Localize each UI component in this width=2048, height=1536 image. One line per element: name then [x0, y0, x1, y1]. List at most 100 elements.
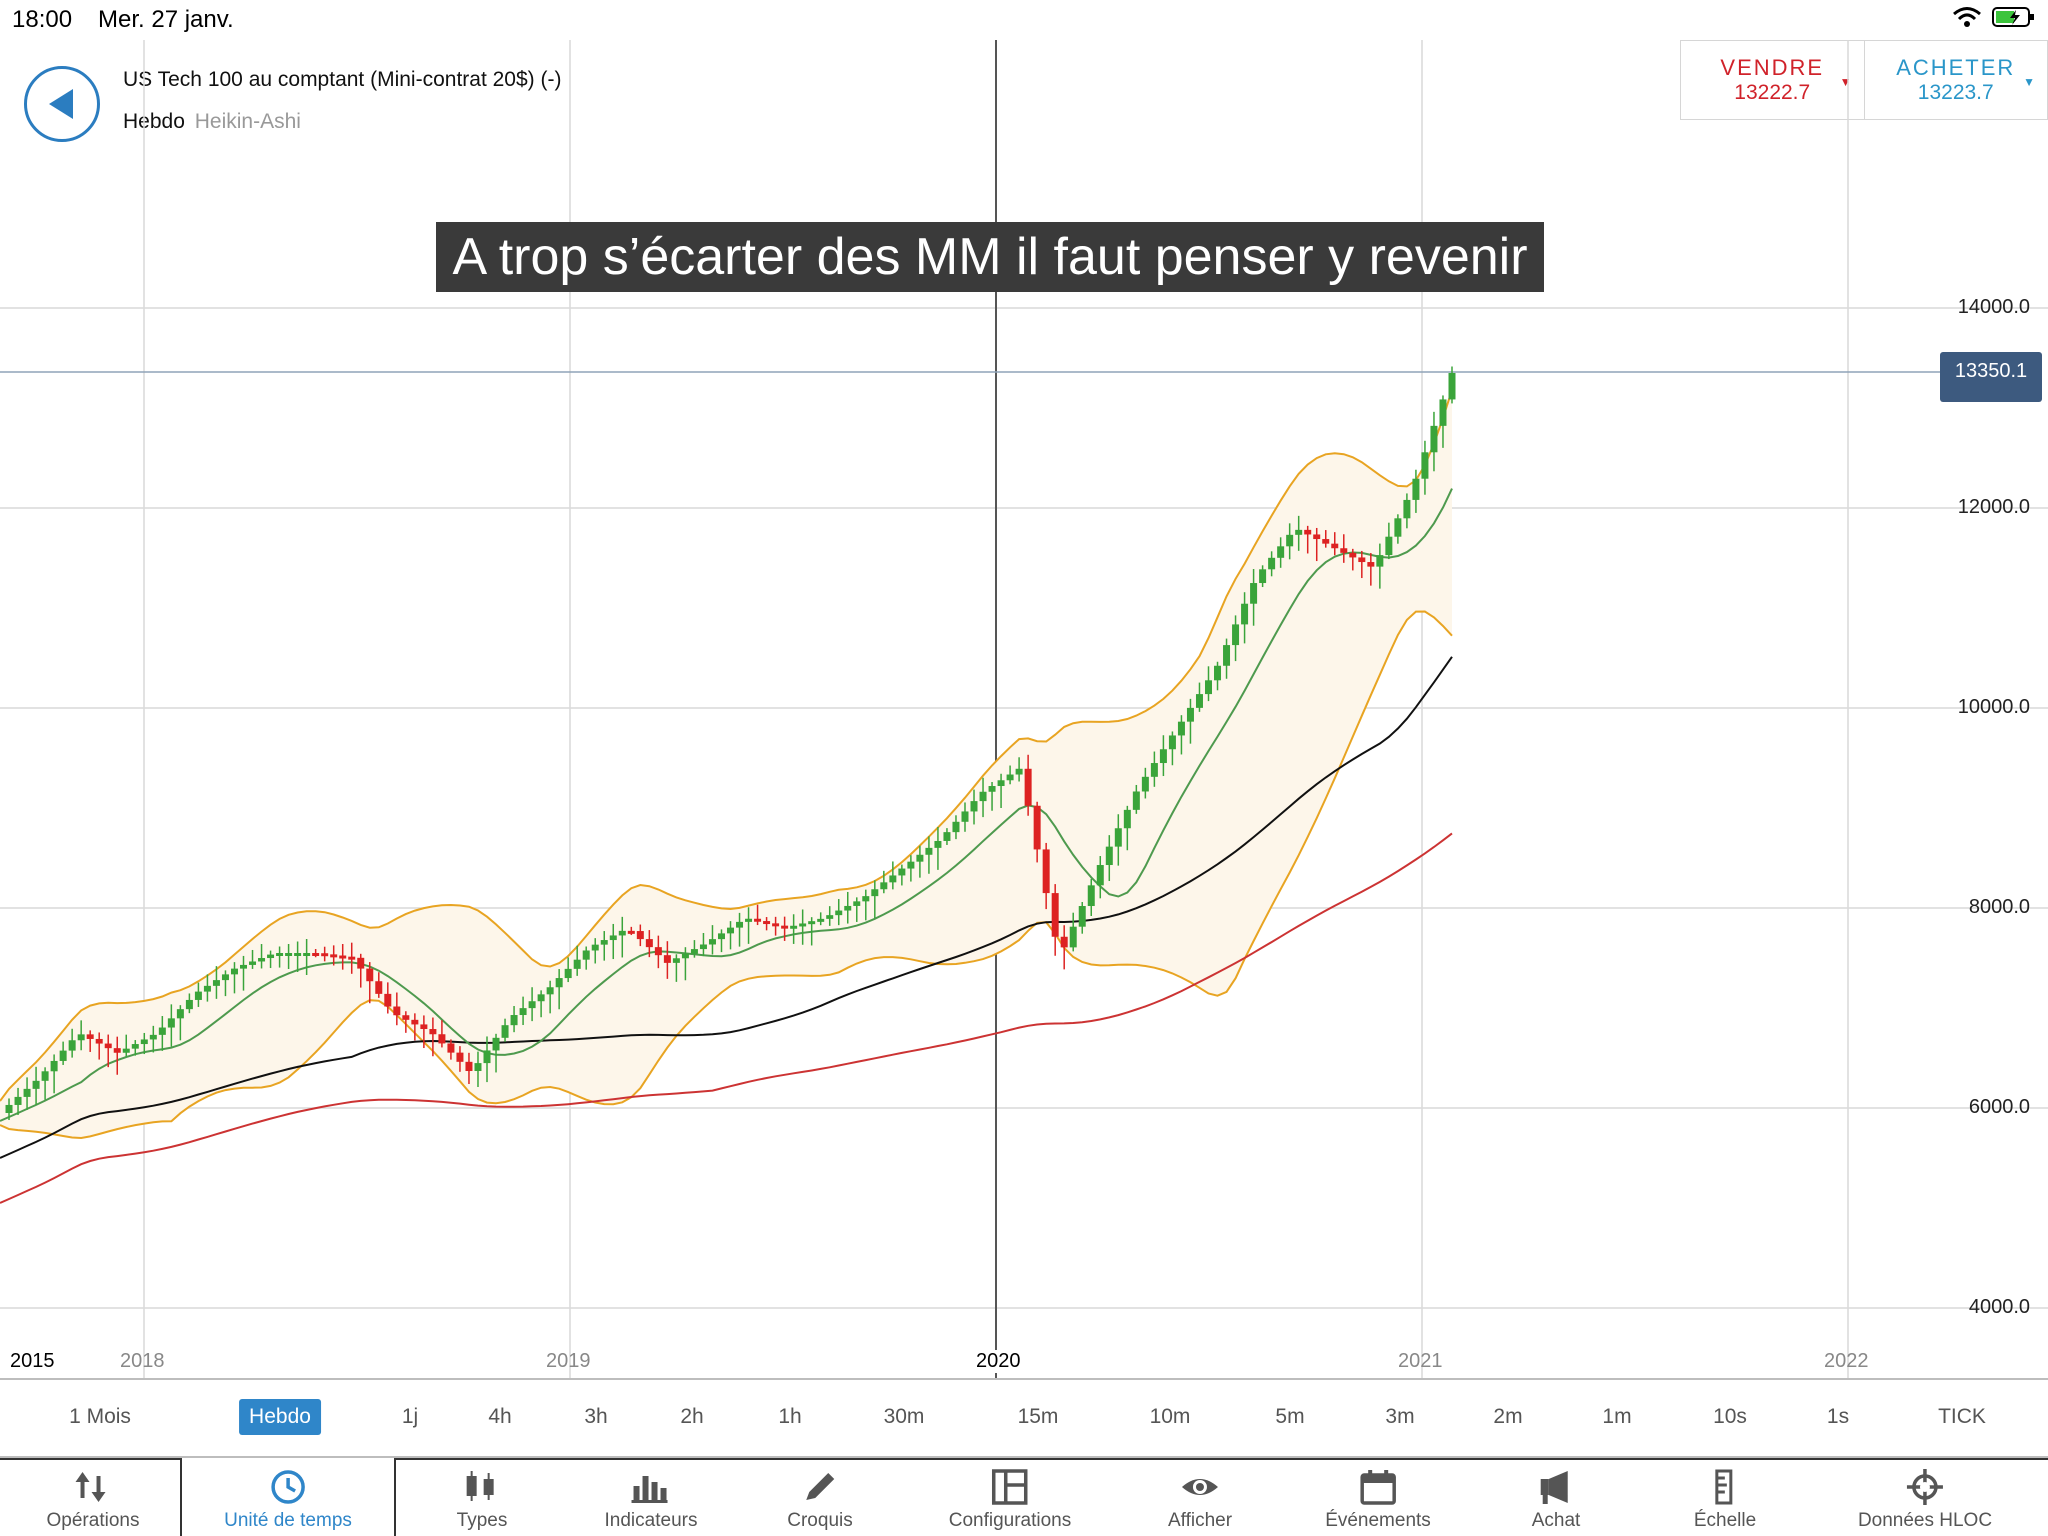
- toolbar-label: Croquis: [787, 1510, 853, 1531]
- candle-body: [1448, 373, 1456, 400]
- timeframe-14[interactable]: 10s: [1713, 1405, 1747, 1428]
- timeframe-15[interactable]: 1s: [1826, 1405, 1850, 1428]
- candle-body: [149, 1034, 157, 1040]
- candle-body: [420, 1024, 428, 1030]
- candle-body: [835, 910, 843, 916]
- price-chart[interactable]: [0, 0, 2048, 1378]
- timeframe-11[interactable]: 3m: [1385, 1405, 1415, 1428]
- candle-body: [916, 854, 924, 862]
- timeframe-4[interactable]: 3h: [584, 1405, 608, 1428]
- candle-body: [185, 999, 193, 1010]
- candle-body: [1313, 534, 1321, 540]
- timeframe-8[interactable]: 15m: [1017, 1405, 1059, 1428]
- toolbar-op-rations-button[interactable]: Opérations: [47, 1458, 139, 1536]
- toolbar-label: Achat: [1531, 1510, 1581, 1531]
- timeframe-2[interactable]: 1j: [401, 1405, 419, 1428]
- toolbar-unit-de-temps-button[interactable]: Unité de temps: [224, 1458, 352, 1536]
- candle-body: [1159, 749, 1167, 764]
- candle-body: [1214, 665, 1222, 681]
- candle-body: [817, 918, 825, 922]
- toolbar--chelle-button[interactable]: Échelle: [1694, 1458, 1756, 1536]
- toolbar-achat-button[interactable]: Achat: [1531, 1458, 1581, 1536]
- timeframe-9[interactable]: 10m: [1149, 1405, 1191, 1428]
- candle-body: [285, 953, 293, 956]
- candle-body: [456, 1052, 464, 1062]
- candle-body: [1078, 906, 1086, 927]
- sell-label: VENDRE: [1720, 55, 1825, 80]
- timeframe-3[interactable]: 4h: [488, 1405, 512, 1428]
- candle-body: [970, 801, 978, 812]
- timeframe-1[interactable]: Hebdo: [239, 1399, 321, 1435]
- status-time: 18:00: [12, 6, 73, 33]
- candle-body: [663, 955, 671, 963]
- candle-body: [1412, 478, 1420, 500]
- candle-body: [808, 921, 816, 925]
- candle-body: [1349, 552, 1357, 558]
- candle-body: [1168, 735, 1176, 750]
- wifi-icon: [1953, 7, 1981, 27]
- candle-body: [140, 1039, 148, 1045]
- candle-body: [1024, 768, 1032, 806]
- candle-body: [41, 1071, 49, 1081]
- timeframe-13[interactable]: 1m: [1602, 1405, 1632, 1428]
- candle-body: [717, 933, 725, 940]
- buy-button[interactable]: ACHETER 13223.7 ▼: [1863, 41, 2048, 119]
- candle-body: [1069, 926, 1077, 948]
- candle-body: [880, 882, 888, 890]
- layout-icon: [992, 1469, 1028, 1505]
- timeframe-7[interactable]: 30m: [883, 1405, 925, 1428]
- toolbar-configurations-button[interactable]: Configurations: [949, 1458, 1071, 1536]
- candle-body: [1177, 721, 1185, 736]
- bollinger-bands: [0, 389, 1453, 1140]
- back-arrow-icon: [49, 89, 73, 119]
- arrows-updown-icon: [75, 1472, 106, 1502]
- candle-body: [781, 925, 789, 929]
- megaphone-icon: [1541, 1471, 1568, 1504]
- timeframe-5[interactable]: 2h: [680, 1405, 704, 1428]
- toolbar-croquis-button[interactable]: Croquis: [787, 1458, 853, 1536]
- candle-body: [1015, 768, 1023, 775]
- toolbar--v-nements-button[interactable]: Événements: [1325, 1458, 1431, 1536]
- bollinger-lower-line: [0, 610, 1453, 1140]
- candle-body: [1268, 557, 1276, 570]
- toolbar-indicateurs-button[interactable]: Indicateurs: [605, 1458, 697, 1536]
- timeframe-0[interactable]: 1 Mois: [69, 1405, 131, 1428]
- candle-body: [582, 950, 590, 960]
- sell-button[interactable]: VENDRE 13222.7 ▼: [1681, 41, 1864, 119]
- toolbar-label: Afficher: [1167, 1510, 1233, 1531]
- candle-body: [826, 915, 834, 919]
- candle-body: [1087, 885, 1095, 907]
- candle-body: [1304, 529, 1312, 535]
- candle-body: [1105, 846, 1113, 866]
- x-tick-label: 2022: [1824, 1350, 1869, 1372]
- candle-body: [194, 991, 202, 1000]
- timeframe-12[interactable]: 2m: [1493, 1405, 1523, 1428]
- candle-body: [1295, 529, 1303, 535]
- toolbar-donn-es-hloc-button[interactable]: Données HLOC: [1858, 1458, 1992, 1536]
- candle-body: [1421, 452, 1429, 479]
- candle-body: [799, 923, 807, 927]
- candle-body: [474, 1063, 482, 1072]
- caret-down-icon: ▼: [1839, 75, 1852, 89]
- timeframe-6[interactable]: 1h: [778, 1405, 802, 1428]
- candle-body: [5, 1104, 13, 1113]
- timeframe-10[interactable]: 5m: [1275, 1405, 1305, 1428]
- buy-label: ACHETER: [1896, 55, 2016, 80]
- candle-body: [736, 921, 744, 928]
- candle-body: [59, 1050, 67, 1061]
- candle-body: [339, 955, 347, 959]
- candle-body: [979, 791, 987, 802]
- candle-body: [1367, 562, 1375, 567]
- candle-body: [889, 875, 897, 883]
- timeframe-16[interactable]: TICK: [1938, 1405, 1986, 1428]
- toolbar-label: Données HLOC: [1857, 1510, 1993, 1531]
- back-button[interactable]: [24, 66, 100, 142]
- trade-panel: VENDRE 13222.7 ▼ ACHETER 13223.7 ▼: [1680, 40, 2048, 120]
- candle-body: [1232, 624, 1240, 646]
- candle-body: [708, 939, 716, 945]
- toolbar-types-button[interactable]: Types: [457, 1458, 507, 1536]
- candle-body: [1322, 539, 1330, 544]
- y-tick-label: 6000.0: [1968, 1096, 2030, 1118]
- toolbar-afficher-button[interactable]: Afficher: [1168, 1458, 1232, 1536]
- candle-body: [1223, 645, 1231, 666]
